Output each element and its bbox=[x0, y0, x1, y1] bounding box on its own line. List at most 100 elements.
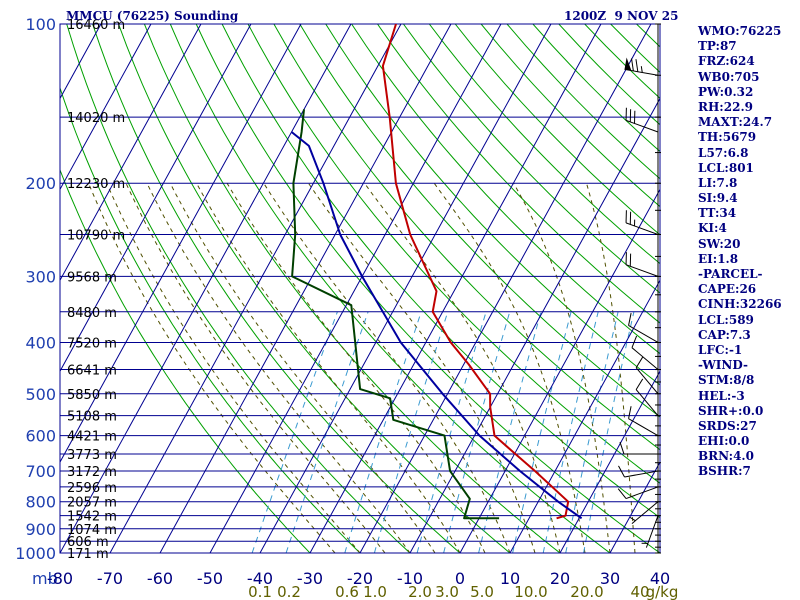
barb-staff bbox=[631, 501, 659, 524]
height-label: 4421 m bbox=[67, 430, 117, 445]
plot-frame bbox=[59, 23, 661, 554]
height-label: 5850 m bbox=[67, 388, 117, 403]
moist-adiabat bbox=[263, 182, 511, 553]
index-item: TH:5679 bbox=[698, 130, 757, 145]
temperature-tick-label: 0 bbox=[455, 569, 465, 588]
isotherm bbox=[60, 24, 152, 191]
temperature-tick-label: 40 bbox=[650, 569, 670, 588]
index-item: SW:20 bbox=[698, 236, 741, 251]
index-item: SRDS:27 bbox=[698, 418, 757, 433]
index-item: L57:6.8 bbox=[698, 145, 749, 160]
pressure-tick-label: 700 bbox=[25, 462, 56, 481]
barb-full bbox=[635, 356, 644, 368]
wind-barb bbox=[624, 57, 659, 76]
temperature-tick-label: -10 bbox=[397, 569, 423, 588]
temperature-tick-label: -20 bbox=[347, 569, 373, 588]
index-item: WMO:76225 bbox=[698, 24, 782, 38]
barb-full bbox=[628, 406, 632, 419]
mixing-ratio-line bbox=[583, 311, 635, 553]
moist-adiabat bbox=[169, 182, 436, 553]
isotherm bbox=[60, 24, 352, 553]
isotherm-grid bbox=[60, 24, 660, 553]
moist-adiabat bbox=[586, 183, 636, 553]
isobar-grid bbox=[59, 23, 661, 554]
dewpoint-line bbox=[291, 109, 500, 520]
pressure-tick-label: 400 bbox=[25, 333, 56, 352]
wind-barb bbox=[628, 406, 659, 437]
barb-staff bbox=[631, 347, 659, 370]
temperature-tick-label: -40 bbox=[247, 569, 273, 588]
index-item: CINH:32266 bbox=[698, 297, 782, 312]
barb-staff bbox=[635, 367, 659, 395]
moist-adiabat bbox=[146, 182, 411, 553]
height-label: 9568 m bbox=[67, 270, 117, 285]
mixing-ratio-lines bbox=[251, 311, 635, 553]
index-item: LCL:589 bbox=[698, 312, 754, 327]
barb-full bbox=[617, 488, 627, 499]
barb-half bbox=[640, 66, 643, 73]
height-label: 8480 m bbox=[67, 306, 117, 321]
stability-indices-panel: WMO:76225 TP:87 FRZ:624 WB0:705 PW:0.32 RH:22… bbox=[698, 24, 782, 480]
temperature-tick-label: 10 bbox=[500, 569, 520, 588]
index-item: PW:0.32 bbox=[698, 84, 754, 99]
pressure-tick-label: 1000 bbox=[15, 544, 56, 563]
mixing-ratio-line bbox=[512, 311, 572, 553]
height-label: 2057 m bbox=[67, 496, 117, 511]
index-item: BSHR:7 bbox=[698, 464, 751, 479]
isotherm bbox=[209, 24, 502, 553]
index-item: CAPE:26 bbox=[698, 282, 757, 297]
index-item: LI:7.8 bbox=[698, 175, 738, 190]
dry-adiabat bbox=[66, 24, 411, 553]
pressure-tick-label: 800 bbox=[25, 493, 56, 512]
pressure-tick-label: 900 bbox=[25, 520, 56, 539]
height-label: 606 m bbox=[67, 535, 109, 550]
barb-staff bbox=[635, 389, 659, 416]
height-label: 6641 m bbox=[67, 364, 117, 379]
moist-adiabat bbox=[308, 182, 536, 553]
moist-adiabat bbox=[513, 182, 611, 553]
temperature-tick-label: 30 bbox=[600, 569, 620, 588]
index-item: SHR+:0.0 bbox=[698, 403, 764, 418]
mixing-ratio-label: g/kg bbox=[646, 583, 679, 600]
wind-barb bbox=[635, 356, 659, 395]
wind-barb bbox=[625, 252, 659, 277]
isotherm bbox=[109, 24, 402, 553]
pressure-tick-label: 600 bbox=[25, 427, 56, 446]
mixing-ratio-line bbox=[373, 311, 449, 553]
height-label: 1542 m bbox=[67, 510, 117, 525]
index-item: RH:22.9 bbox=[698, 99, 753, 114]
barb-full bbox=[618, 465, 625, 478]
height-label: 14020 m bbox=[67, 111, 125, 126]
observation-time: 1200Z 9 NOV 25 bbox=[564, 9, 679, 23]
wind-barb bbox=[625, 210, 659, 235]
mixing-ratio-label: 1.0 bbox=[363, 583, 387, 600]
mixing-ratio-label: 3.0 bbox=[435, 583, 459, 600]
mixing-ratio-label: 0.2 bbox=[277, 583, 301, 600]
barb-full bbox=[635, 59, 639, 72]
mixing-ratio-line bbox=[285, 311, 369, 553]
parcel-line bbox=[290, 131, 583, 520]
wind-barb bbox=[617, 486, 659, 500]
mixing-ratio-line bbox=[542, 311, 599, 553]
moist-adiabat bbox=[433, 182, 586, 553]
barb-staff bbox=[624, 470, 659, 478]
index-item: STM:8/8 bbox=[698, 373, 755, 388]
mixing-ratio-label: 10.0 bbox=[514, 583, 547, 600]
dry-adiabat bbox=[92, 24, 461, 553]
isotherm bbox=[309, 24, 602, 553]
height-label: 3172 m bbox=[67, 465, 117, 480]
barb-half bbox=[629, 516, 636, 522]
wind-barb bbox=[641, 515, 659, 548]
height-label: 5108 m bbox=[67, 410, 117, 425]
isotherm bbox=[259, 24, 552, 553]
barb-staff bbox=[625, 119, 659, 133]
wind-barb bbox=[618, 465, 659, 478]
mixing-ratio-line bbox=[478, 311, 542, 553]
isotherm bbox=[409, 97, 660, 553]
mixing-ratio-label: 40 bbox=[630, 583, 649, 600]
barb-flag bbox=[624, 57, 632, 71]
height-label: 3773 m bbox=[67, 448, 117, 463]
wind-barb bbox=[629, 501, 659, 524]
